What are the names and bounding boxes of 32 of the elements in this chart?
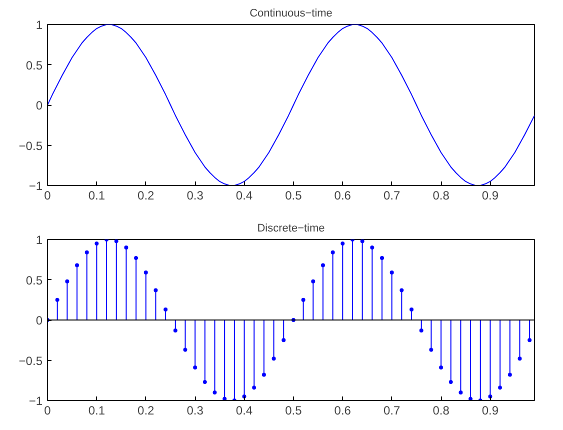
x-tick-label: 0 xyxy=(44,188,52,202)
x-tick-label: 0.9 xyxy=(482,188,499,202)
x-tick-label: 0.8 xyxy=(432,404,450,418)
chart-title: Continuous−time xyxy=(250,8,332,20)
x-tick-label: 0.3 xyxy=(186,188,204,202)
y-tick-label: −0.5 xyxy=(18,354,43,368)
y-tick-label: 0.5 xyxy=(26,273,43,288)
y-tick-label: 0 xyxy=(36,314,43,328)
y-tick-label: −1 xyxy=(28,394,43,408)
x-tick-label: 0.9 xyxy=(482,404,499,418)
x-tick-label: 0.7 xyxy=(384,188,401,202)
x-tick-label: 0.4 xyxy=(236,404,253,418)
y-tick-label: 1 xyxy=(36,18,43,32)
x-tick-label: 0.2 xyxy=(138,188,155,202)
x-tick-label: 0.4 xyxy=(236,188,253,202)
x-tick-label: 0.6 xyxy=(334,404,352,418)
x-tick-label: 0.2 xyxy=(138,404,155,418)
y-tick-label: 1 xyxy=(36,233,43,247)
y-tick-label: 0 xyxy=(36,98,43,112)
x-tick-label: 0.5 xyxy=(285,188,302,202)
y-tick-label: 0.5 xyxy=(26,58,43,72)
x-tick-label: 0.1 xyxy=(88,404,106,418)
x-tick-label: 0.7 xyxy=(384,404,401,418)
x-tick-label: 0.8 xyxy=(432,188,450,202)
x-tick-label: 0.1 xyxy=(88,188,106,202)
chart-title: Discrete−time xyxy=(257,222,325,234)
x-tick-label: 0 xyxy=(44,404,52,418)
y-tick-label: −1 xyxy=(28,179,43,193)
x-tick-label: 0.5 xyxy=(285,404,302,418)
y-tick-label: −0.5 xyxy=(18,138,43,153)
x-tick-label: 0.6 xyxy=(334,188,352,202)
x-tick-label: 0.3 xyxy=(186,404,204,418)
